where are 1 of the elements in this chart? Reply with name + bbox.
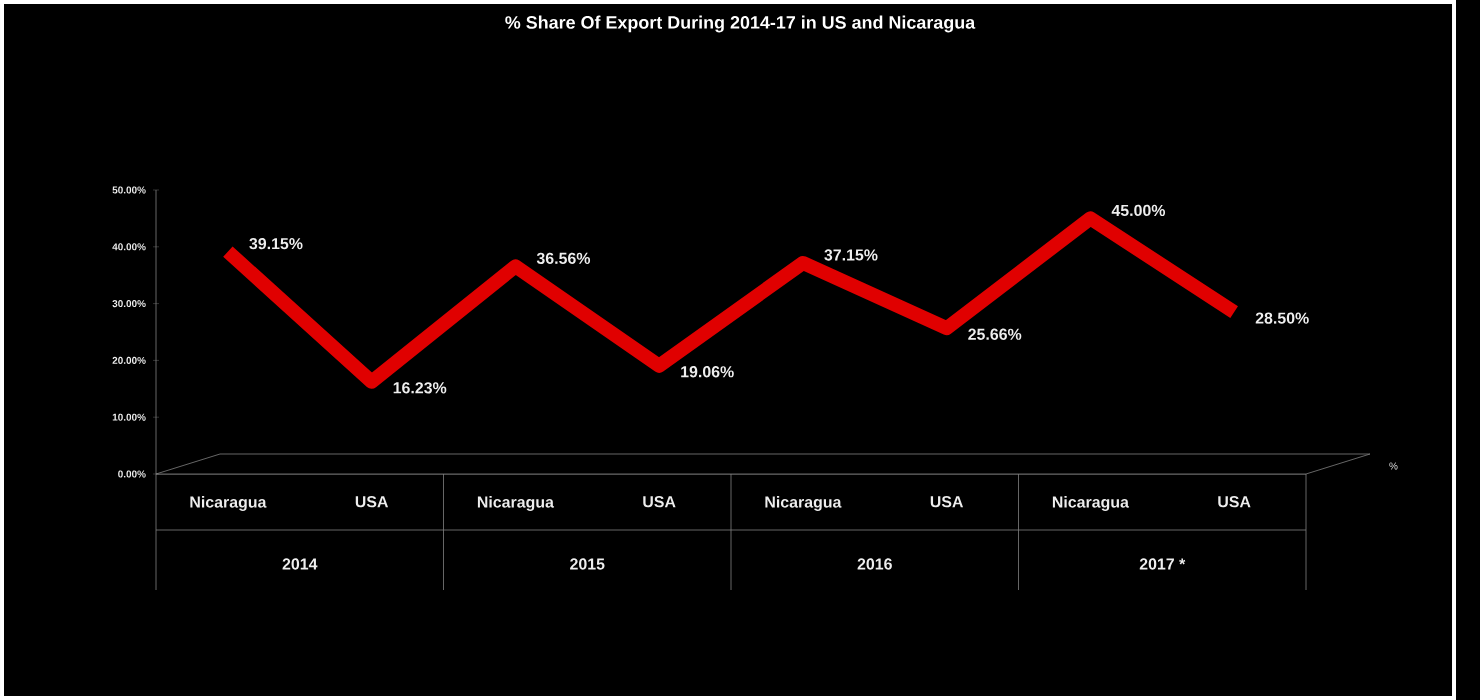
chart-title: % Share Of Export During 2014-17 in US and Nicaragua — [505, 15, 976, 33]
